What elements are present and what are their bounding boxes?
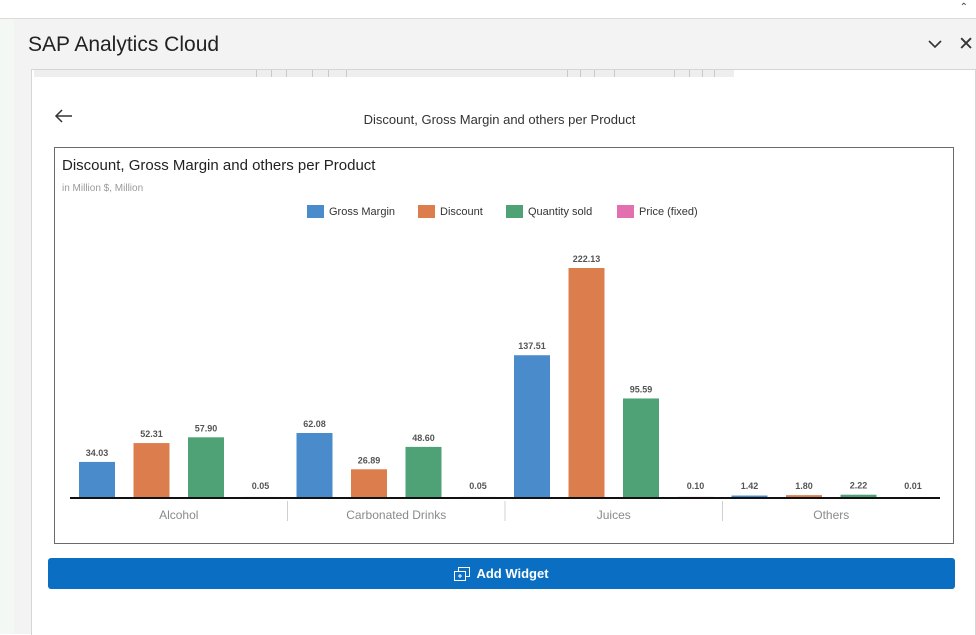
bar-discount-others[interactable] [786,495,822,497]
bar-discount-alcohol[interactable] [134,443,170,497]
data-label: 1.42 [741,481,759,491]
panel-title: SAP Analytics Cloud [28,33,219,57]
data-label: 0.05 [252,481,270,491]
add-widget-button[interactable]: Add Widget [48,558,955,589]
x-axis-category-label: Carbonated Drinks [346,508,446,522]
side-panel: SAP Analytics Cloud ✕ Discount, Gross Ma… [14,19,976,634]
close-icon[interactable]: ✕ [958,33,974,56]
data-label: 62.08 [303,419,326,429]
data-label: 0.01 [904,481,922,491]
chart-widget[interactable]: Discount, Gross Margin and others per Pr… [54,147,954,544]
bar-chart: 34.03 52.31 57.90 0.05 Alcohol 62.08 26.89 48.6… [55,148,953,543]
data-label: 52.31 [140,429,163,439]
detail-header-title: Discount, Gross Margin and others per Pr… [32,112,967,127]
bar-gross-margin-juices[interactable] [514,355,550,497]
caret-up-icon[interactable]: ⌃ [960,2,968,13]
left-strip [0,19,15,634]
bar-discount-juices[interactable] [569,268,605,497]
x-axis-category-label: Juices [597,508,631,522]
top-bar: ⌃ [0,0,976,19]
data-label: 2.22 [850,481,868,491]
bar-quantity-sold-alcohol[interactable] [188,437,224,497]
data-label: 34.03 [86,448,109,458]
data-label: 222.13 [573,254,601,264]
data-label: 137.51 [518,341,546,351]
data-label: 0.10 [687,481,705,491]
x-axis-category-label: Alcohol [159,508,198,522]
bar-quantity-sold-juices[interactable] [623,398,659,497]
bar-gross-margin-alcohol[interactable] [79,462,115,497]
bar-gross-margin-others[interactable] [732,496,768,497]
background-toolbar-ghost [34,70,734,77]
data-label: 95.59 [630,384,653,394]
data-label: 0.05 [469,481,487,491]
x-axis-category-label: Others [813,508,849,522]
bar-discount-carbonated-drinks[interactable] [351,469,387,497]
data-label: 57.90 [195,423,218,433]
data-label: 26.89 [358,455,381,465]
bar-quantity-sold-carbonated-drinks[interactable] [406,447,442,497]
add-widget-icon [454,567,470,581]
bar-gross-margin-carbonated-drinks[interactable] [297,433,333,497]
panel-content: Discount, Gross Margin and others per Pr… [31,69,976,635]
data-label: 48.60 [412,433,435,443]
add-widget-label: Add Widget [476,566,548,581]
bar-quantity-sold-others[interactable] [841,495,877,497]
data-label: 1.80 [795,481,813,491]
chevron-down-icon[interactable] [926,35,944,53]
